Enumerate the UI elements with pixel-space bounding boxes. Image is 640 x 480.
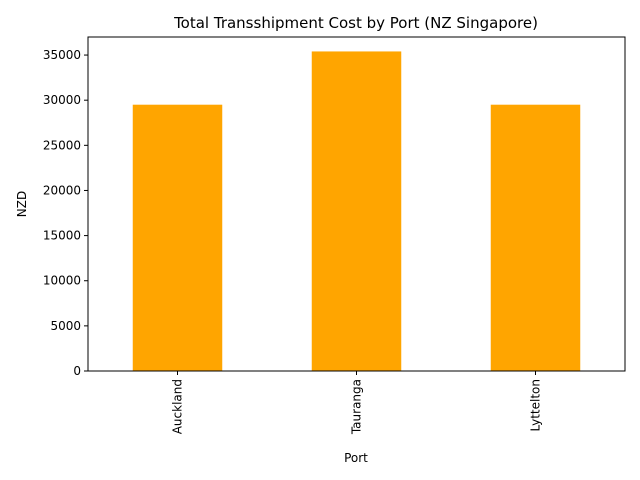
x-tick-label: Auckland (171, 379, 185, 434)
bar-auckland (132, 104, 223, 372)
y-tick-label: 0 (73, 364, 81, 378)
y-tick-label: 25000 (43, 138, 81, 152)
y-tick-label: 35000 (43, 48, 81, 62)
x-tick-label: Lyttelton (529, 379, 543, 431)
y-tick-label: 30000 (43, 93, 81, 107)
plot-area: 0 5000 10000 15000 20000 25000 30000 35000 Auckl… (43, 36, 626, 435)
y-axis-label: NZD (15, 191, 29, 217)
y-tick-label: 20000 (43, 183, 81, 197)
axes-frame (87, 36, 626, 372)
x-tick-label: Tauranga (350, 379, 364, 435)
bar-tauranga (311, 51, 402, 372)
y-tick-label: 5000 (50, 319, 81, 333)
bar-lyttelton (490, 104, 581, 372)
chart-title: Total Transshipment Cost by Port (NZ Sin… (173, 14, 538, 32)
x-axis-label: Port (344, 451, 368, 465)
y-tick-label: 15000 (43, 229, 81, 243)
y-tick-label: 10000 (43, 274, 81, 288)
